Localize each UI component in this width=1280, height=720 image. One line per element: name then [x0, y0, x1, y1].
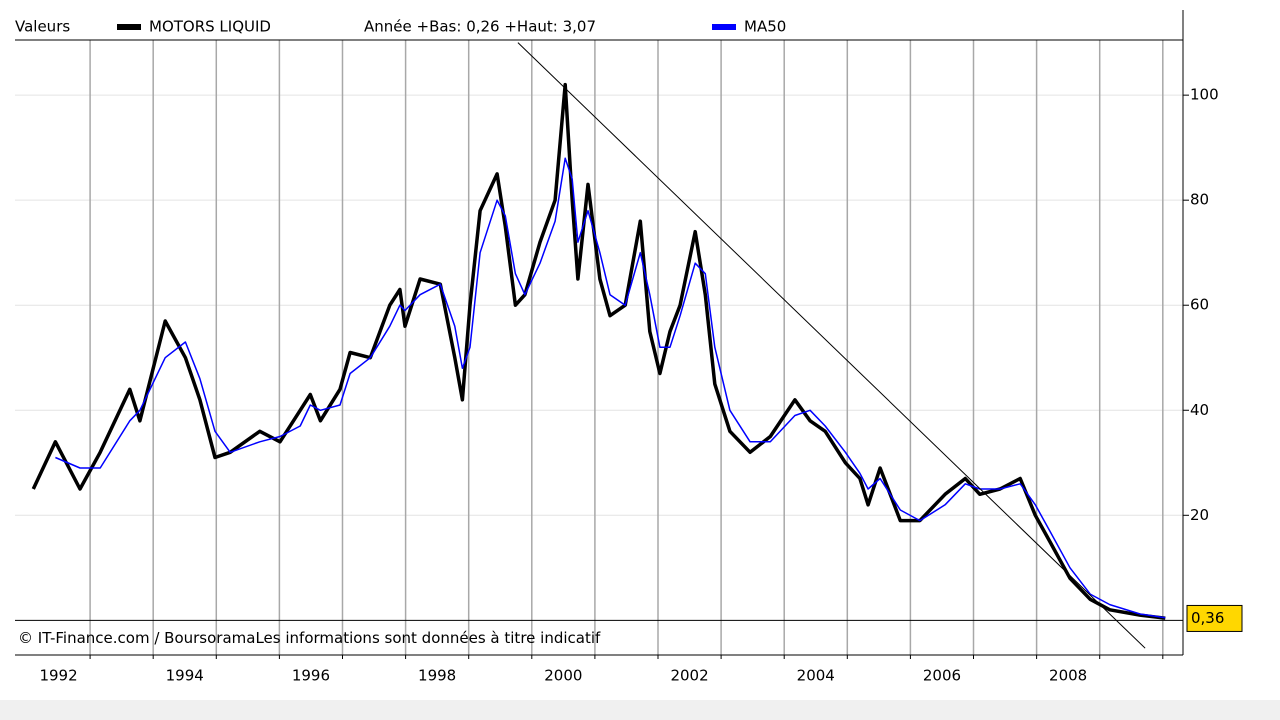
x-tick-label: 2004	[797, 667, 835, 685]
x-tick-label: 1998	[418, 667, 456, 685]
x-tick-label: 2000	[544, 667, 582, 685]
y-tick-label: 20	[1190, 506, 1209, 524]
y-tick-label: 60	[1190, 296, 1209, 314]
x-tick-label: 1992	[39, 667, 77, 685]
last-value-box	[1186, 604, 1243, 632]
x-tick-label: 2008	[1049, 667, 1087, 685]
legend-label: MOTORS LIQUID	[149, 18, 271, 36]
bottom-band	[0, 700, 1280, 720]
x-tick-label: 2006	[923, 667, 961, 685]
x-tick-label: 2002	[670, 667, 708, 685]
legend-title: Valeurs	[15, 18, 70, 36]
x-tick-label: 1994	[166, 667, 204, 685]
legend-label: MA50	[744, 18, 786, 36]
y-tick-label: 80	[1190, 191, 1209, 209]
legend-swatch	[117, 24, 141, 30]
legend-swatch	[712, 24, 736, 30]
stats: Année +Bas: 0,26 +Haut: 3,07	[364, 18, 596, 36]
y-tick-label: 40	[1190, 401, 1209, 419]
x-tick-label: 1996	[292, 667, 330, 685]
footer: © IT-Finance.com / BoursoramaLes informa…	[18, 629, 601, 647]
y-tick-label: 100	[1190, 86, 1219, 104]
last-value-label: 0,36	[1191, 609, 1224, 627]
series-line	[55, 157, 1166, 619]
trend-line	[517, 42, 1146, 649]
